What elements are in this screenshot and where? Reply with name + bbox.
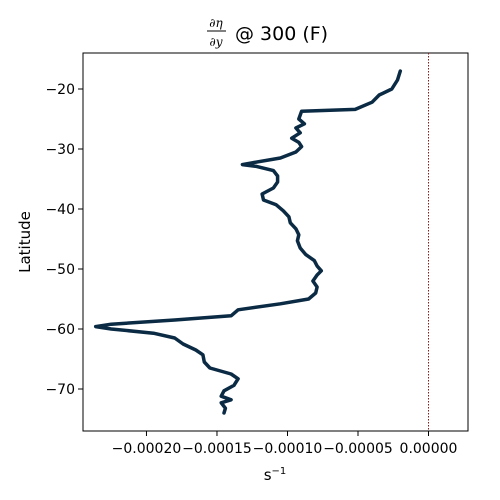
chart-title: ∂η ∂y @ 300 (F) — [207, 16, 328, 49]
plot-frame — [82, 52, 469, 432]
x-axis-label-unit: s — [264, 466, 272, 484]
title-suffix: @ 300 (F) — [235, 23, 328, 45]
x-axis-ticks: −0.00020 −0.00015 −0.00010 −0.00005 0.00000 — [112, 431, 458, 457]
x-tick-label: −0.00015 — [182, 441, 252, 457]
series-line — [93, 69, 403, 415]
x-tick-label: −0.00020 — [112, 441, 182, 457]
y-tick-label: −60 — [45, 322, 75, 338]
y-tick-label: −70 — [45, 382, 75, 398]
y-tick-label: −20 — [45, 82, 75, 98]
x-tick-label: −0.00010 — [253, 441, 323, 457]
x-tick-label: −0.00005 — [323, 441, 393, 457]
y-tick-label: −50 — [45, 262, 75, 278]
y-tick-label: −40 — [45, 202, 75, 218]
y-axis-ticks: −70 −60 −50 −40 −30 −20 — [45, 82, 83, 398]
x-tick-label: 0.00000 — [400, 441, 458, 457]
x-axis-label-exponent: −1 — [272, 466, 287, 477]
title-numerator: ∂η — [209, 16, 223, 30]
series-layer — [93, 69, 403, 415]
x-axis-label: s−1 — [264, 466, 287, 484]
y-axis-label: Latitude — [16, 211, 34, 273]
title-denominator: ∂y — [210, 35, 223, 49]
y-tick-label: −30 — [45, 142, 75, 158]
